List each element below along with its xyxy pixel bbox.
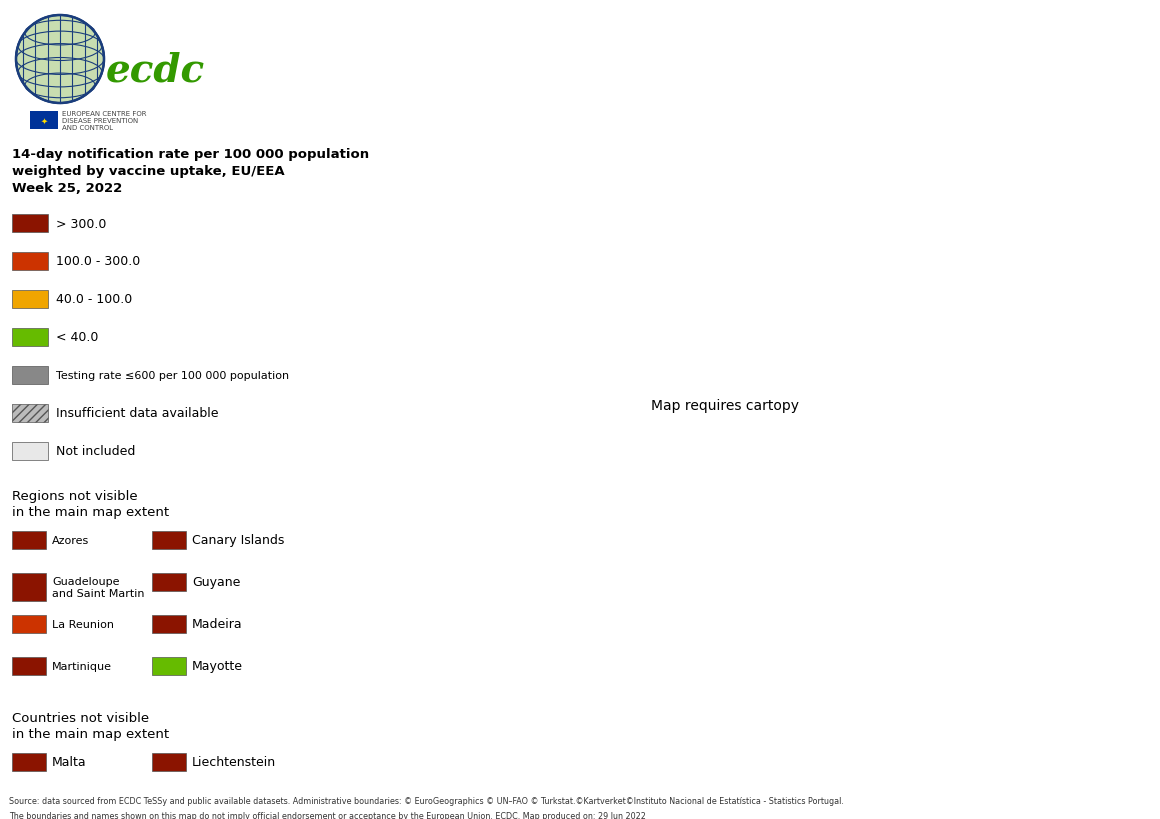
Text: Mayotte: Mayotte bbox=[193, 659, 242, 672]
Text: Guyane: Guyane bbox=[193, 576, 240, 589]
Bar bbox=[152, 753, 186, 771]
Text: ✦: ✦ bbox=[41, 116, 48, 125]
Text: The boundaries and names shown on this map do not imply official endorsement or : The boundaries and names shown on this m… bbox=[9, 811, 646, 819]
Bar bbox=[12, 615, 46, 633]
Text: Martinique: Martinique bbox=[52, 661, 113, 672]
Text: > 300.0: > 300.0 bbox=[56, 217, 107, 230]
Bar bbox=[152, 573, 186, 591]
Text: Countries not visible: Countries not visible bbox=[12, 711, 150, 724]
Text: Source: data sourced from ECDC TeSSy and public available datasets. Administrati: Source: data sourced from ECDC TeSSy and… bbox=[9, 796, 844, 804]
Bar bbox=[152, 657, 186, 675]
Text: Map requires cartopy: Map requires cartopy bbox=[651, 398, 799, 413]
Bar bbox=[12, 291, 48, 309]
Bar bbox=[30, 112, 58, 130]
Text: Malta: Malta bbox=[52, 756, 87, 768]
Bar bbox=[12, 405, 48, 423]
Text: Liechtenstein: Liechtenstein bbox=[193, 756, 276, 768]
Bar bbox=[12, 367, 48, 385]
Bar bbox=[12, 215, 48, 233]
Bar bbox=[152, 615, 186, 633]
Text: in the main map extent: in the main map extent bbox=[12, 505, 169, 518]
Bar bbox=[12, 657, 46, 675]
Text: EUROPEAN CENTRE FOR
DISEASE PREVENTION
AND CONTROL: EUROPEAN CENTRE FOR DISEASE PREVENTION A… bbox=[61, 111, 146, 131]
Text: in the main map extent: in the main map extent bbox=[12, 727, 169, 740]
Text: 100.0 - 300.0: 100.0 - 300.0 bbox=[56, 256, 140, 268]
Bar bbox=[12, 253, 48, 270]
Text: weighted by vaccine uptake, EU/EEA: weighted by vaccine uptake, EU/EEA bbox=[12, 165, 284, 178]
Bar bbox=[12, 753, 46, 771]
Text: Canary Islands: Canary Islands bbox=[193, 534, 284, 547]
Text: Madeira: Madeira bbox=[193, 618, 242, 631]
Text: Not included: Not included bbox=[56, 445, 136, 458]
Text: 14-day notification rate per 100 000 population: 14-day notification rate per 100 000 pop… bbox=[12, 147, 369, 161]
Bar bbox=[152, 532, 186, 550]
Bar bbox=[12, 442, 48, 460]
Bar bbox=[12, 573, 46, 601]
Text: < 40.0: < 40.0 bbox=[56, 331, 99, 344]
Text: Guadeloupe
and Saint Martin: Guadeloupe and Saint Martin bbox=[52, 577, 145, 598]
Bar bbox=[12, 328, 48, 346]
Text: 40.0 - 100.0: 40.0 - 100.0 bbox=[56, 293, 132, 306]
Circle shape bbox=[16, 16, 104, 104]
Text: Regions not visible: Regions not visible bbox=[12, 490, 138, 502]
Text: Testing rate ≤600 per 100 000 population: Testing rate ≤600 per 100 000 population bbox=[56, 370, 289, 381]
Text: Week 25, 2022: Week 25, 2022 bbox=[12, 182, 122, 195]
Text: ecdc: ecdc bbox=[106, 51, 205, 89]
Text: Insufficient data available: Insufficient data available bbox=[56, 407, 218, 420]
Text: La Reunion: La Reunion bbox=[52, 619, 114, 629]
Bar bbox=[12, 532, 46, 550]
Text: Azores: Azores bbox=[52, 536, 89, 545]
